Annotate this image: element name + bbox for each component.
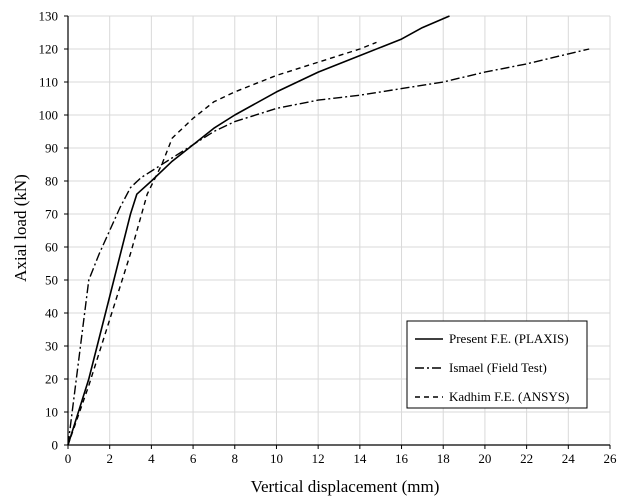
x-tick-label: 20 [478, 451, 491, 466]
y-tick-label: 90 [45, 141, 58, 156]
y-tick-label: 0 [52, 438, 59, 453]
series-line-present-fe [67, 15, 450, 446]
gridlines [67, 15, 611, 446]
series-line-ismael [67, 48, 590, 446]
y-tick-label: 110 [39, 75, 58, 90]
x-tick-label: 8 [232, 451, 239, 466]
x-tick-label: 16 [395, 451, 409, 466]
legend-label-ismael: Ismael (Field Test) [449, 360, 547, 375]
y-tick-label: 120 [39, 42, 59, 57]
x-tick-label: 2 [106, 451, 113, 466]
y-tick-label: 30 [45, 339, 58, 354]
y-tick-label: 60 [45, 240, 58, 255]
x-tick-label: 12 [312, 451, 325, 466]
y-tick-labels: 0 10 20 30 40 50 60 70 80 90 100 110 120 130 [39, 9, 59, 453]
y-tick-label: 100 [39, 108, 59, 123]
y-tick-label: 130 [39, 9, 59, 24]
x-tick-label: 22 [520, 451, 533, 466]
y-tick-label: 50 [45, 273, 58, 288]
y-tick-label: 70 [45, 207, 58, 222]
legend-box [406, 320, 588, 409]
x-tick-label: 26 [604, 451, 618, 466]
legend-label-present-fe: Present F.E. (PLAXIS) [449, 331, 569, 346]
x-tick-labels: 0 2 4 6 8 10 12 14 16 18 20 22 24 26 [65, 451, 617, 466]
y-tick-label: 10 [45, 405, 58, 420]
x-tick-label: 24 [562, 451, 576, 466]
x-tick-label: 10 [270, 451, 283, 466]
x-axis-label: Vertical displacement (mm) [251, 477, 440, 496]
series-line-kadhim-fe [67, 41, 377, 446]
axes [64, 15, 611, 449]
y-tick-label: 40 [45, 306, 58, 321]
x-tick-label: 4 [148, 451, 155, 466]
x-tick-label: 0 [65, 451, 72, 466]
x-tick-label: 6 [190, 451, 197, 466]
series-lines [67, 15, 590, 446]
x-tick-label: 18 [437, 451, 450, 466]
legend-label-kadhim-fe: Kadhim F.E. (ANSYS) [449, 389, 569, 404]
y-tick-label: 20 [45, 372, 58, 387]
y-axis-label: Axial load (kN) [11, 174, 30, 282]
x-tick-label: 14 [353, 451, 367, 466]
y-tick-label: 80 [45, 174, 58, 189]
legend: Present F.E. (PLAXIS) Ismael (Field Test… [406, 320, 588, 409]
